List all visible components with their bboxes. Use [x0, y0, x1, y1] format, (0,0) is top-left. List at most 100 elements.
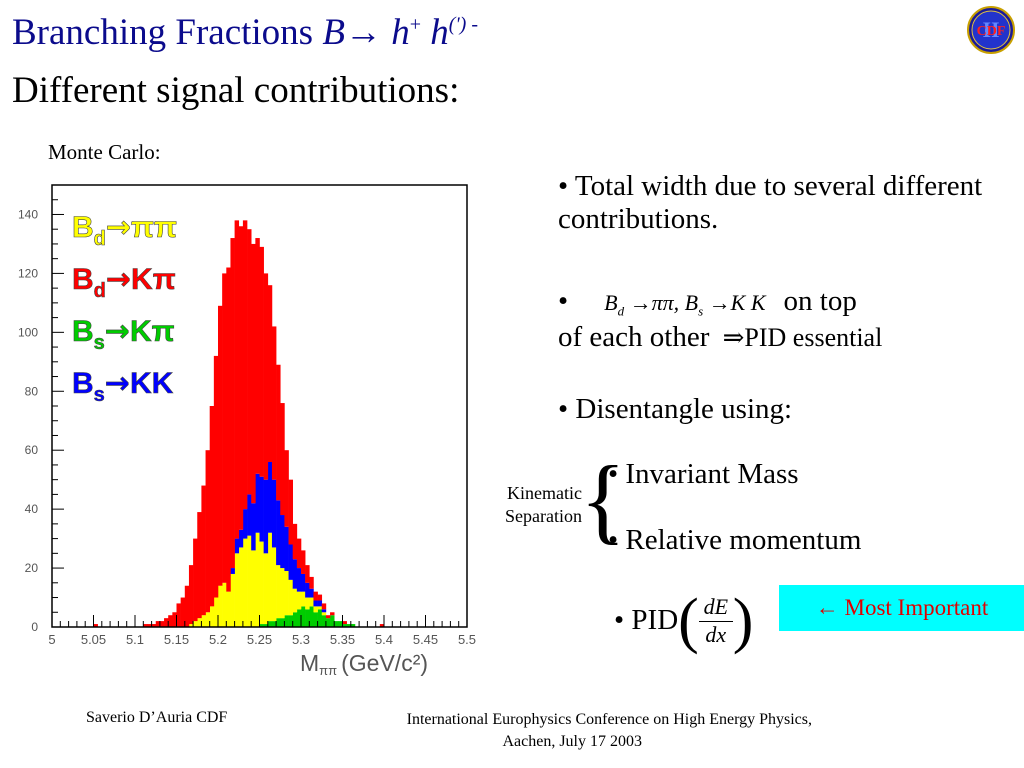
hist-bar-bdk-27 [164, 618, 169, 627]
hist-bar-bsk-50 [259, 624, 264, 627]
hist-bar-bdk-55 [280, 403, 285, 516]
hist-bar-bd-47 [247, 535, 252, 627]
hist-bar-bskk-50 [259, 476, 264, 542]
hist-bar-bsk-64 [317, 609, 323, 627]
kinematic-separation-label: Kinematic Separation [478, 482, 582, 527]
hist-bar-bskk-60 [301, 573, 306, 592]
hist-bar-bd-49 [255, 532, 260, 627]
hist-bar-bdk-41 [222, 273, 227, 583]
hist-bar-bd-53 [271, 547, 277, 622]
logo-numeral: II [982, 17, 999, 42]
bullet-disentangle: • Disentangle using: [558, 393, 793, 425]
hist-bar-bdk-56 [284, 450, 289, 527]
hist-bar-bdk-63 [313, 591, 318, 601]
x-tick-label-1: 5.05 [81, 632, 106, 647]
hist-bar-bdk-65 [321, 603, 327, 610]
hist-bar-bd-39 [213, 597, 219, 627]
hist-bar-bd-42 [226, 591, 231, 627]
hist-bar-bd-35 [197, 618, 202, 627]
hist-bar-bd-40 [218, 585, 223, 627]
title-arrow: → [344, 12, 382, 53]
title-sup1: + [409, 13, 421, 36]
hist-bar-bsk-60 [301, 606, 306, 627]
legend-entry-1: Bd→Kπ [72, 262, 176, 302]
hist-bar-bdk-36 [201, 485, 206, 616]
hist-bar-bdk-64 [317, 594, 323, 601]
hist-bar-bd-64 [317, 606, 323, 610]
hist-bar-bsk-65 [321, 615, 327, 627]
hist-bar-bd-57 [288, 579, 293, 616]
hist-bar-bskk-65 [321, 609, 327, 613]
title-h2: h [420, 12, 449, 53]
hist-bar-bd-62 [309, 597, 314, 607]
footer-conference-line1: International Europhysics Conference on … [406, 711, 812, 728]
hist-bar-bsk-71 [346, 624, 352, 627]
hist-bar-bdk-54 [276, 364, 281, 501]
paren-left: ( [678, 587, 699, 655]
hist-bar-bsk-70 [342, 624, 347, 627]
x-tick-label-7: 5.35 [330, 632, 355, 647]
hist-bar-bdk-35 [197, 512, 202, 619]
slide-subtitle: Different signal contributions: [12, 70, 460, 111]
hist-bar-bdk-79 [379, 624, 385, 627]
bullet-total-width: • Total width due to several different c… [558, 170, 983, 236]
hist-bar-bdk-28 [168, 615, 173, 627]
y-tick-label-1: 20 [25, 561, 39, 575]
hist-bar-bsk-54 [276, 618, 281, 627]
hist-bar-bdk-57 [288, 479, 293, 545]
curly-brace: { [580, 446, 627, 553]
x-tick-label-0: 5 [48, 632, 55, 647]
legend-entry-2: Bs→Kπ [72, 314, 175, 354]
hist-bar-bd-36 [201, 615, 206, 627]
hist-bar-bsk-66 [325, 618, 331, 627]
of-each-other-text: of each other [558, 321, 710, 354]
dedx-den: dx [705, 621, 727, 647]
hist-bar-bskk-56 [284, 526, 289, 572]
hist-bar-bdk-51 [263, 273, 269, 480]
bullet-relative-momentum: • Relative momentum [608, 524, 862, 556]
hist-bar-bd-60 [301, 591, 306, 607]
dedx-num: dE [703, 594, 729, 620]
hist-bar-bskk-52 [267, 461, 273, 533]
logo-text: CDF [977, 24, 1006, 39]
cdf-logo: II CDF [967, 6, 1015, 54]
hist-bar-bskk-61 [305, 582, 310, 598]
hist-bar-bdk-24 [151, 624, 157, 627]
hist-bar-bsk-58 [292, 612, 298, 627]
hist-bar-bdk-38 [209, 406, 215, 607]
hist-bar-bd-51 [263, 553, 269, 625]
hist-bar-bd-65 [321, 612, 327, 616]
hist-bar-bskk-53 [271, 479, 277, 548]
y-tick-label-7: 140 [18, 207, 38, 221]
hist-bar-bsk-61 [305, 609, 310, 627]
kinematic-line2: Separation [505, 505, 582, 526]
hist-bar-bd-63 [313, 606, 318, 613]
x-tick-label-5: 5.25 [247, 632, 272, 647]
x-axis-label: Mππ (GeV/c²) [300, 650, 428, 678]
hist-bar-bdk-50 [259, 246, 264, 477]
hist-bar-bskk-57 [288, 544, 293, 580]
hist-bar-bd-46 [242, 538, 248, 627]
hist-bar-bdk-23 [147, 624, 152, 627]
hist-bar-bsk-53 [271, 621, 277, 627]
hist-bar-bdk-26 [159, 621, 165, 627]
slide-title: Branching Fractions B→ h+ h(') - [12, 14, 478, 51]
x-tick-label-8: 5.4 [375, 632, 393, 647]
hist-bar-bd-61 [305, 597, 310, 610]
most-important-box: ← Most Important [779, 585, 1024, 631]
hist-bar-bdk-34 [193, 538, 198, 622]
hist-bar-bsk-55 [280, 618, 285, 627]
hist-bar-bsk-56 [284, 615, 289, 627]
hist-bar-bd-33 [188, 624, 194, 627]
hist-bar-bd-43 [230, 573, 235, 627]
bullet-marker: • [558, 285, 569, 317]
hist-bar-bskk-43 [230, 568, 235, 574]
hist-bar-bd-56 [284, 571, 289, 616]
hist-bar-bdk-25 [155, 621, 161, 627]
kinematic-line1: Kinematic [507, 483, 582, 503]
pid-text: • PID [614, 604, 679, 637]
x-axis-label-units: (GeV/c²) [341, 650, 428, 676]
y-tick-label-0: 0 [31, 620, 38, 634]
bullet-pid: • PID ( dE dx ) [614, 590, 753, 652]
y-tick-label-3: 60 [25, 443, 39, 457]
